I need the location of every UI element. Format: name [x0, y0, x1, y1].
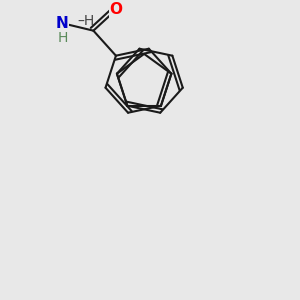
Text: –H: –H: [78, 14, 95, 28]
Text: H: H: [58, 31, 68, 45]
Text: N: N: [55, 16, 68, 31]
Text: O: O: [110, 2, 123, 17]
